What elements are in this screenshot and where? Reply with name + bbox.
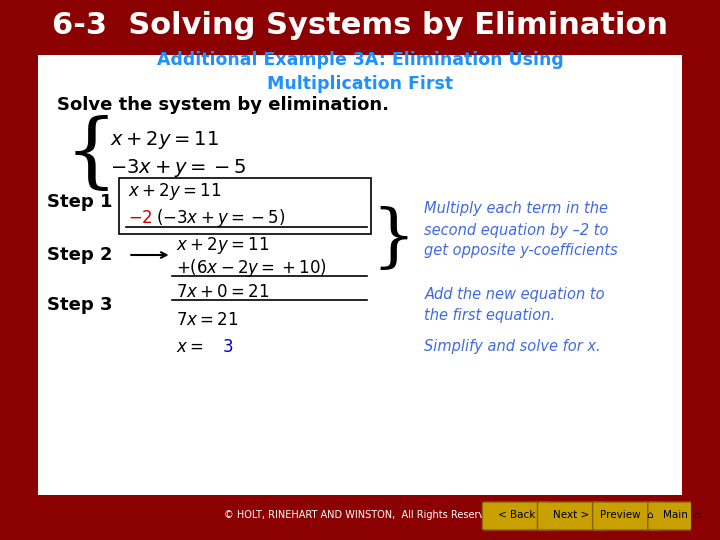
Text: $x + 2y = 11$: $x + 2y = 11$ bbox=[128, 181, 222, 202]
FancyBboxPatch shape bbox=[29, 0, 691, 50]
FancyBboxPatch shape bbox=[593, 502, 661, 530]
Text: $-3x + y = -5$: $-3x + y = -5$ bbox=[110, 157, 246, 179]
Text: 6-3  Solving Systems by Elimination: 6-3 Solving Systems by Elimination bbox=[52, 10, 668, 39]
Text: $x + 2y =  11$: $x + 2y = 11$ bbox=[176, 234, 269, 255]
Text: < Back: < Back bbox=[498, 510, 535, 520]
FancyBboxPatch shape bbox=[648, 502, 716, 530]
Text: Add the new equation to
the first equation.: Add the new equation to the first equati… bbox=[424, 287, 605, 323]
Text: $-2$: $-2$ bbox=[128, 209, 153, 227]
FancyBboxPatch shape bbox=[537, 502, 606, 530]
Text: $+(6x -2y = +10)$: $+(6x -2y = +10)$ bbox=[176, 257, 327, 279]
Text: Multiply each term in the
second equation by –2 to
get opposite y-coefficients: Multiply each term in the second equatio… bbox=[424, 201, 618, 259]
Text: }: } bbox=[371, 207, 415, 273]
Text: $x + 2y = 11$: $x + 2y = 11$ bbox=[110, 129, 219, 151]
Text: Next >: Next > bbox=[554, 510, 590, 520]
FancyBboxPatch shape bbox=[38, 55, 682, 495]
Text: $3$: $3$ bbox=[222, 338, 233, 356]
Text: Preview  ⌂: Preview ⌂ bbox=[600, 510, 654, 520]
Text: Main  ⌂: Main ⌂ bbox=[663, 510, 701, 520]
Text: $(-3x + y = -5)$: $(-3x + y = -5)$ bbox=[156, 207, 285, 229]
Text: Simplify and solve for x.: Simplify and solve for x. bbox=[424, 340, 601, 354]
Text: $x = $: $x = $ bbox=[176, 338, 204, 356]
Text: Step 1: Step 1 bbox=[48, 193, 113, 211]
Text: Solve the system by elimination.: Solve the system by elimination. bbox=[57, 96, 389, 114]
Text: $7x = 21$: $7x = 21$ bbox=[176, 311, 238, 329]
Text: {: { bbox=[65, 115, 118, 195]
Text: Step 3: Step 3 bbox=[48, 296, 113, 314]
Text: © HOLT, RINEHART AND WINSTON,  All Rights Reserved: © HOLT, RINEHART AND WINSTON, All Rights… bbox=[224, 510, 496, 520]
Text: Step 2: Step 2 bbox=[48, 246, 113, 264]
Text: $7x  +  0 = 21$: $7x + 0 = 21$ bbox=[176, 283, 269, 301]
Text: Additional Example 3A: Elimination Using
Multiplication First: Additional Example 3A: Elimination Using… bbox=[157, 51, 563, 93]
FancyBboxPatch shape bbox=[482, 502, 550, 530]
FancyBboxPatch shape bbox=[119, 178, 371, 234]
